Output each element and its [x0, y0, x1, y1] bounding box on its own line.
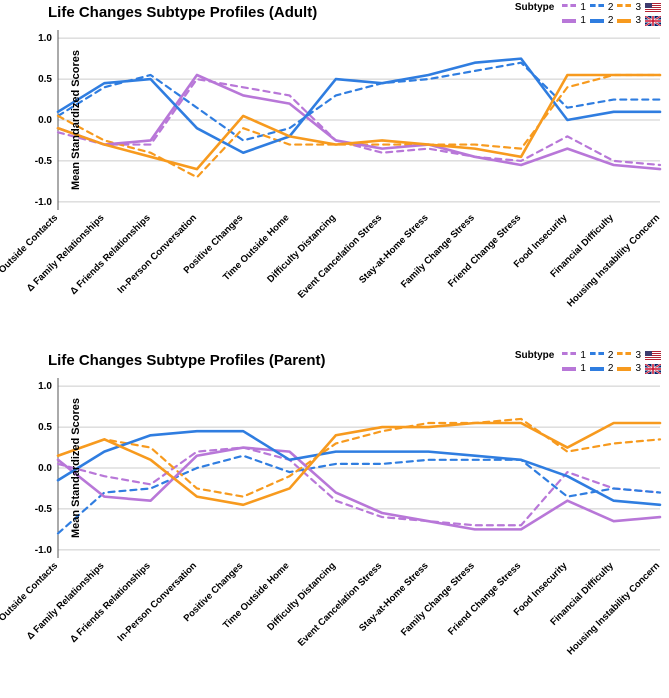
- ytick-label: -1.0: [35, 197, 53, 208]
- legend-label: 3: [635, 2, 641, 13]
- legend-swatch: [562, 19, 576, 23]
- flag-uk: [645, 364, 661, 374]
- flag-us: [645, 3, 661, 13]
- legend-label: 3: [635, 15, 641, 26]
- legend-label: 2: [608, 350, 614, 361]
- flag-uk: [645, 16, 661, 26]
- legend-swatch: [562, 4, 576, 11]
- chart-block-parent: Life Changes Subtype Profiles (Parent) Su…: [0, 348, 669, 698]
- xtick-label: Δ Family Relationships: [25, 560, 107, 642]
- xtick-label: Housing Instability Concern: [565, 212, 662, 309]
- legend-swatch: [562, 367, 576, 371]
- ytick-label: 1.0: [38, 381, 52, 392]
- legend: Subtype123Subtype123: [515, 2, 661, 28]
- ytick-label: -0.5: [35, 504, 53, 515]
- legend-swatch: [590, 367, 604, 371]
- legend-label: 3: [635, 350, 641, 361]
- legend: Subtype123Subtype123: [515, 350, 661, 376]
- chart-title: Life Changes Subtype Profiles (Adult): [48, 4, 317, 21]
- page: { "dimensions": { "width": 669, "height"…: [0, 0, 669, 698]
- legend-label: 2: [608, 363, 614, 374]
- y-axis-label: Mean Standardized Scores: [70, 50, 82, 190]
- ytick-label: 0.0: [38, 115, 52, 126]
- ytick-label: 1.0: [38, 33, 52, 44]
- legend-swatch: [617, 367, 631, 371]
- ytick-label: -1.0: [35, 545, 53, 556]
- legend-title: Subtype: [515, 350, 554, 361]
- xtick-label: Housing Instability Concern: [565, 560, 662, 657]
- ytick-label: 0.5: [38, 422, 52, 433]
- legend-swatch: [562, 352, 576, 359]
- chart-title: Life Changes Subtype Profiles (Parent): [48, 352, 326, 369]
- y-axis-label: Mean Standardized Scores: [70, 398, 82, 538]
- ytick-label: 0.0: [38, 463, 52, 474]
- legend-swatch: [617, 4, 631, 11]
- chart-block-adult: Life Changes Subtype Profiles (Adult) Sub…: [0, 0, 669, 350]
- legend-label: 3: [635, 363, 641, 374]
- ytick-label: 0.5: [38, 74, 52, 85]
- legend-title: Subtype: [515, 2, 554, 13]
- xtick-label: Δ Family Relationships: [25, 212, 107, 294]
- legend-swatch: [590, 352, 604, 359]
- legend-label: 1: [580, 350, 586, 361]
- ytick-label: -0.5: [35, 156, 53, 167]
- xtick-label: In-Person Conversation: [115, 212, 199, 296]
- xtick-label: Δ Friends Relationships: [68, 560, 153, 645]
- legend-label: 1: [580, 363, 586, 374]
- chart-svg-adult: -1.0-0.50.00.51.0Δ Freq. Outside Contact…: [0, 0, 669, 350]
- flag-us: [645, 351, 661, 361]
- xtick-label: In-Person Conversation: [115, 560, 199, 644]
- legend-swatch: [590, 4, 604, 11]
- legend-label: 2: [608, 15, 614, 26]
- legend-swatch: [590, 19, 604, 23]
- series-line: [58, 456, 660, 534]
- xtick-label: Event Cancelation Stress: [296, 212, 384, 300]
- legend-swatch: [617, 352, 631, 359]
- legend-swatch: [617, 19, 631, 23]
- legend-label: 1: [580, 2, 586, 13]
- legend-label: 1: [580, 15, 586, 26]
- chart-svg-parent: -1.0-0.50.00.51.0Δ Freq. Outside Contact…: [0, 348, 669, 698]
- legend-label: 2: [608, 2, 614, 13]
- xtick-label: Event Cancelation Stress: [296, 560, 384, 648]
- xtick-label: Δ Friends Relationships: [68, 212, 153, 297]
